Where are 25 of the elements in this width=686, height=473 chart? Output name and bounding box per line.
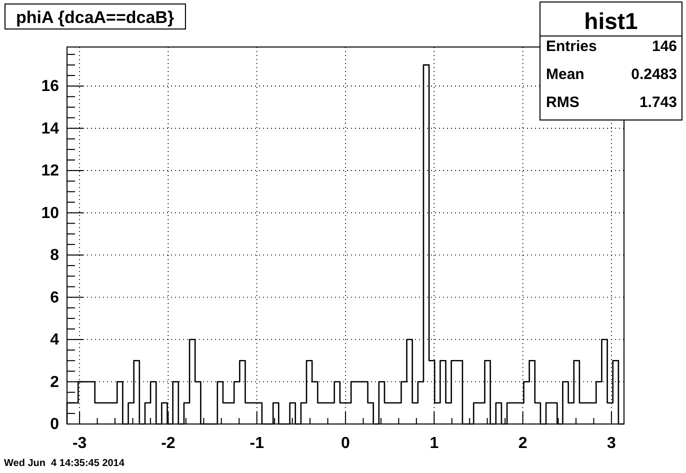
y-tick-label: 0 bbox=[50, 416, 60, 434]
y-tick-label: 4 bbox=[50, 332, 60, 349]
y-tick-label: 6 bbox=[50, 289, 60, 306]
text: 1.743 bbox=[639, 94, 677, 111]
y-tick-label: 8 bbox=[50, 247, 60, 264]
annotation: Entries bbox=[546, 38, 597, 55]
annotation: RMS bbox=[546, 94, 580, 111]
text: 0.2483 bbox=[631, 66, 677, 83]
annotation: Mean bbox=[546, 66, 584, 83]
x-tick-label: -1 bbox=[250, 434, 264, 452]
x-tick-label: 2 bbox=[518, 434, 528, 452]
y-tick-label: 10 bbox=[41, 204, 60, 222]
text: hist1 bbox=[584, 8, 638, 34]
y-tick-label: 16 bbox=[41, 78, 60, 96]
x-tick-label: 3 bbox=[606, 434, 616, 452]
y-tick-label: 12 bbox=[41, 162, 60, 180]
y-tick-label: 14 bbox=[41, 120, 60, 138]
x-tick-label: -3 bbox=[72, 434, 87, 452]
x-tick-label: -2 bbox=[161, 434, 176, 452]
text: Wed Jun 4 14:35:45 2014 bbox=[4, 458, 125, 469]
y-tick-label: 2 bbox=[50, 374, 60, 391]
chart-title: phiA {dcaA==dcaB} bbox=[16, 8, 174, 27]
text: 146 bbox=[652, 38, 677, 55]
x-tick-label: 0 bbox=[341, 434, 350, 452]
x-tick-label: 1 bbox=[430, 434, 439, 452]
